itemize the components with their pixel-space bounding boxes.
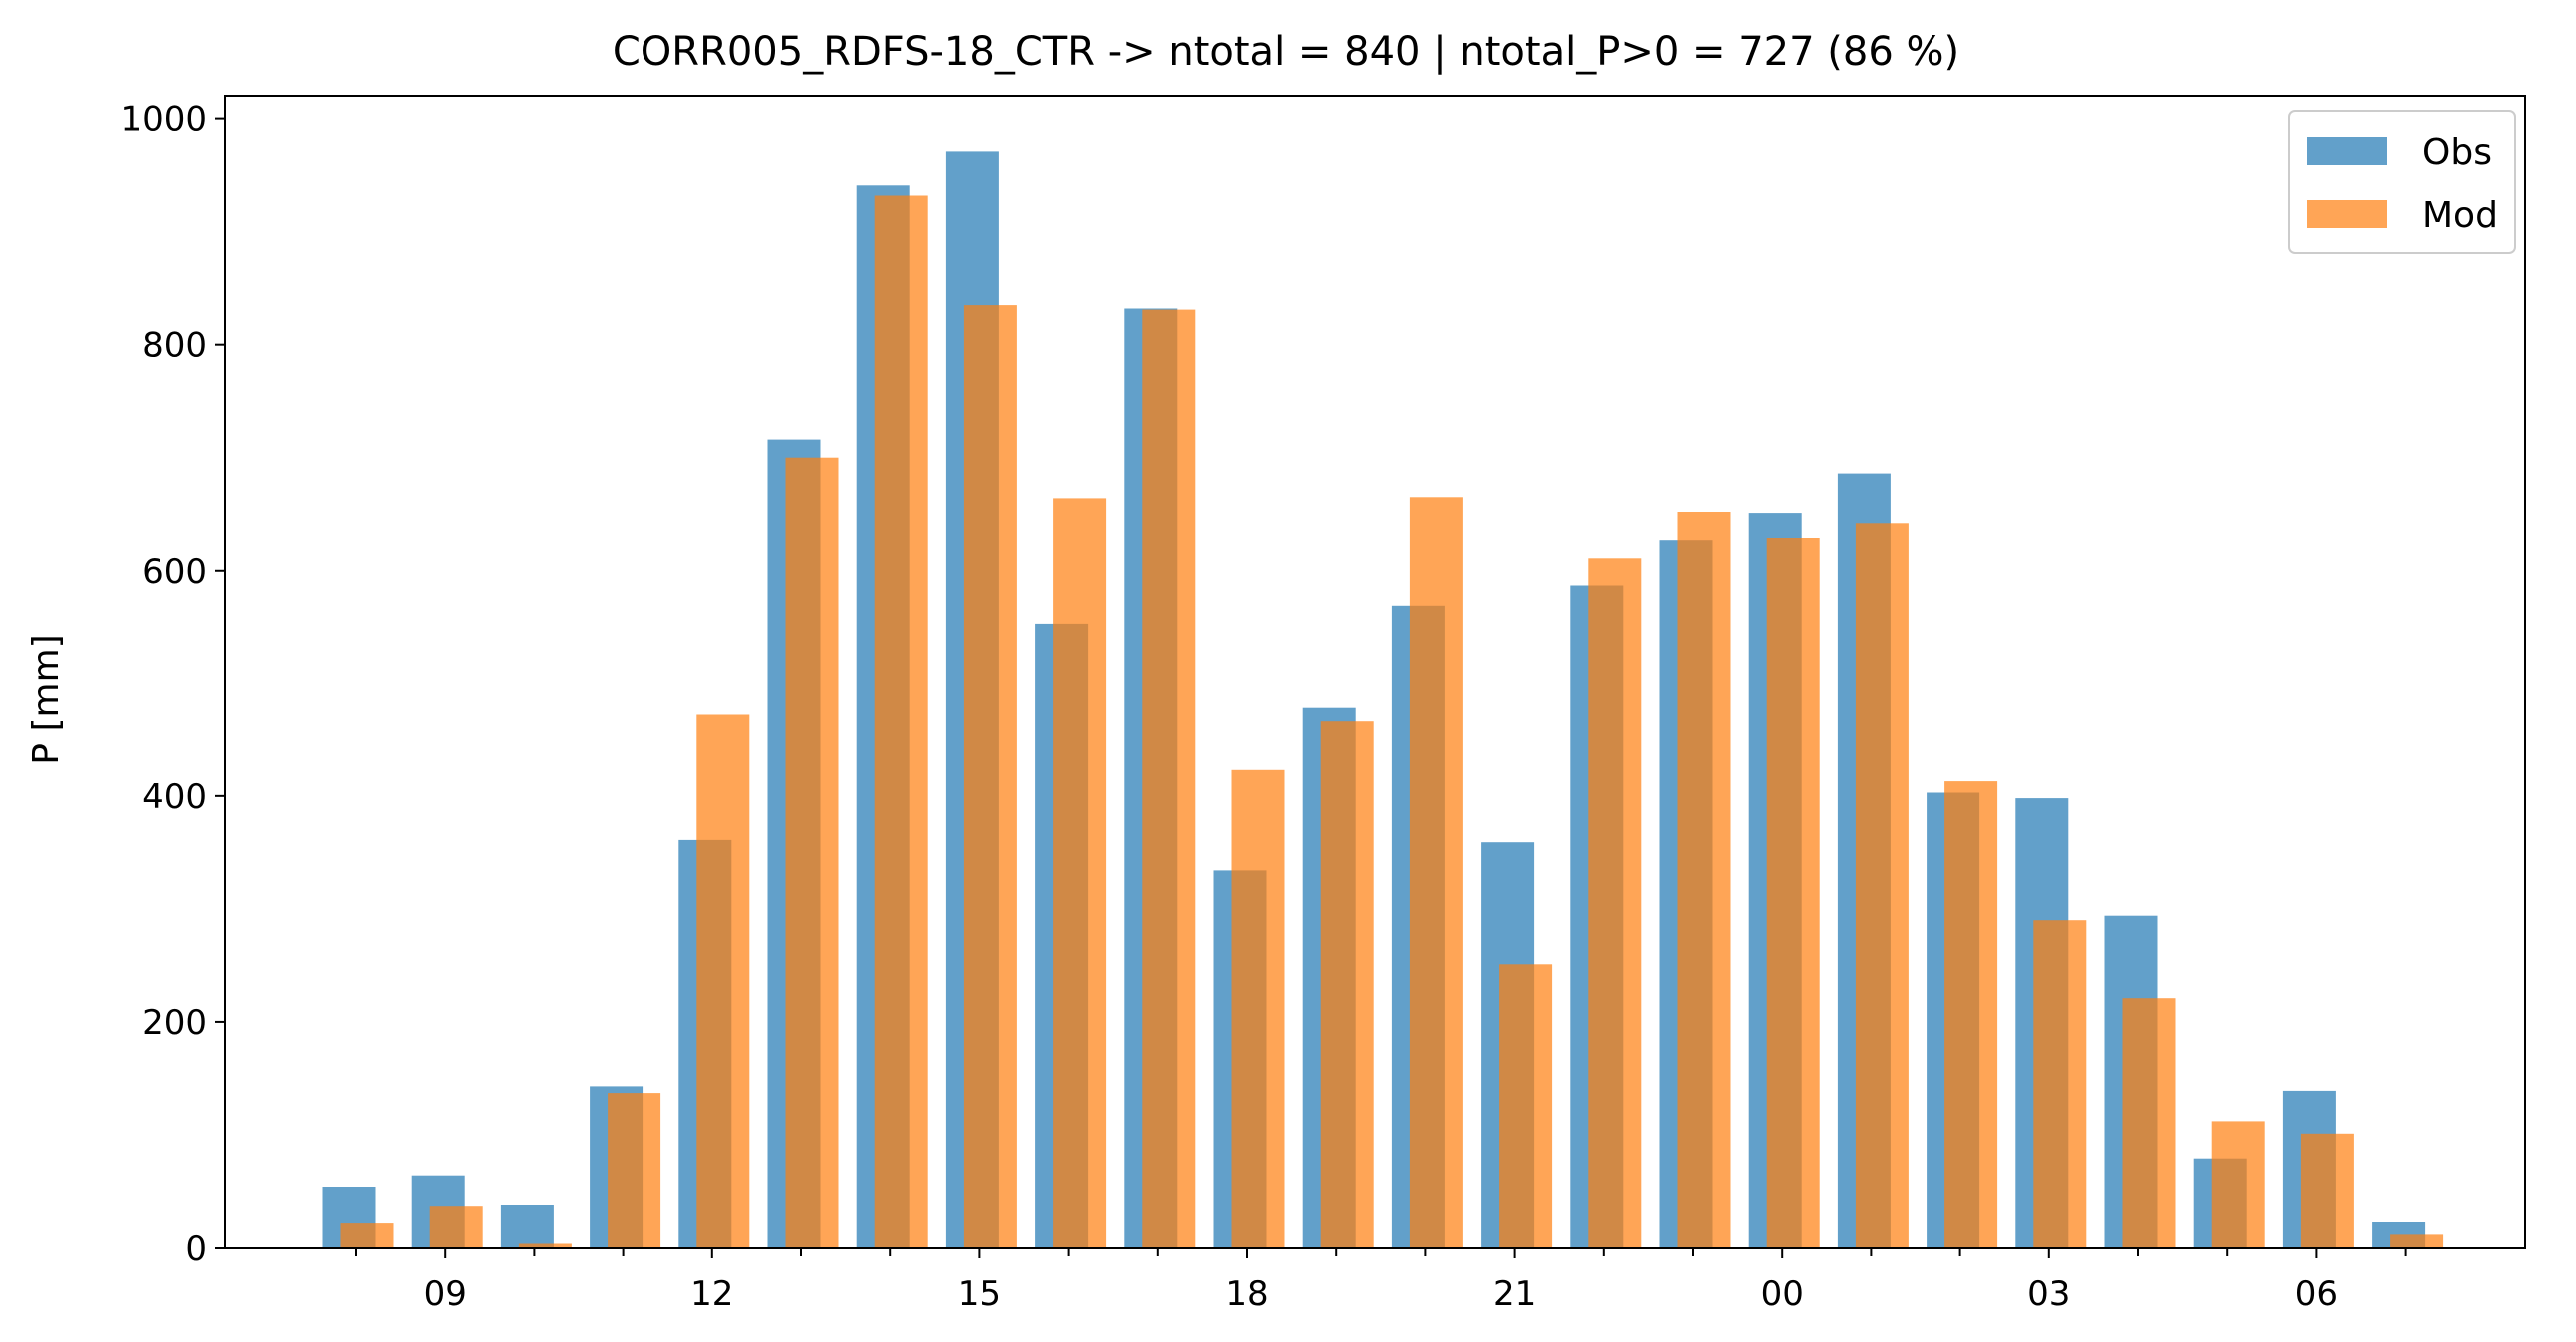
x-tick-label-5: 00 <box>1761 1274 1804 1314</box>
bar-mod-2 <box>518 1243 572 1248</box>
legend-swatch-mod <box>2307 200 2387 228</box>
y-axis-ticks: 0 200 400 600 800 1000 <box>120 100 225 1269</box>
y-tick-label-2: 400 <box>142 777 207 817</box>
x-tick-label-0: 09 <box>424 1274 467 1314</box>
bars-layer <box>322 151 2444 1249</box>
bar-mod-18 <box>1944 781 1998 1248</box>
y-tick-label-3: 600 <box>142 552 207 592</box>
bar-mod-19 <box>2033 920 2087 1248</box>
bar-mod-5 <box>785 457 839 1248</box>
bar-mod-3 <box>608 1093 661 1248</box>
bar-mod-8 <box>1053 498 1107 1248</box>
x-tick-label-1: 12 <box>690 1274 733 1314</box>
bar-mod-16 <box>1766 538 1820 1248</box>
y-axis-label: P [mm] <box>26 634 67 764</box>
y-tick-label-5: 1000 <box>120 100 207 140</box>
bar-mod-20 <box>2122 998 2176 1248</box>
x-tick-label-4: 21 <box>1493 1274 1536 1314</box>
bar-mod-12 <box>1409 497 1463 1248</box>
bar-mod-23 <box>2390 1234 2444 1248</box>
bar-mod-7 <box>963 305 1017 1249</box>
legend: Obs Mod <box>2288 110 2516 254</box>
bar-mod-13 <box>1499 964 1553 1248</box>
bar-obs-2 <box>500 1205 554 1248</box>
x-tick-label-7: 06 <box>2295 1274 2338 1314</box>
x-tick-label-3: 18 <box>1225 1274 1268 1314</box>
bar-mod-22 <box>2300 1133 2354 1248</box>
y-tick-label-4: 800 <box>142 326 207 366</box>
chart-title: CORR005_RDFS-18_CTR -> ntotal = 840 | nt… <box>613 29 1959 75</box>
bar-mod-15 <box>1677 512 1731 1248</box>
bar-mod-14 <box>1588 558 1642 1248</box>
x-tick-label-2: 15 <box>958 1274 1001 1314</box>
bar-mod-10 <box>1231 769 1285 1248</box>
x-tick-label-6: 03 <box>2027 1274 2070 1314</box>
bar-mod-17 <box>1855 523 1909 1248</box>
y-tick-label-1: 200 <box>142 1003 207 1043</box>
bar-mod-1 <box>429 1206 483 1248</box>
bar-mod-0 <box>340 1223 394 1248</box>
legend-label-mod: Mod <box>2422 195 2498 236</box>
bar-mod-4 <box>696 714 750 1248</box>
bar-mod-9 <box>1142 309 1196 1249</box>
legend-label-obs: Obs <box>2422 132 2492 173</box>
plot-frame <box>224 95 2526 1249</box>
bar-mod-21 <box>2211 1121 2265 1248</box>
legend-swatch-obs <box>2307 137 2387 165</box>
bar-mod-11 <box>1320 721 1374 1248</box>
bar-mod-6 <box>874 195 928 1248</box>
x-axis-ticks: 09 12 15 18 21 00 03 06 <box>355 1248 2407 1314</box>
y-tick-label-0: 0 <box>185 1229 207 1269</box>
